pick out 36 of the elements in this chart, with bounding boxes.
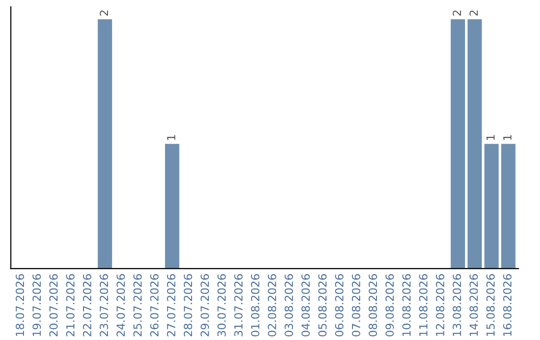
x-tick-label: 08.08.2026 xyxy=(368,274,378,336)
x-tick-label: 22.07.2026 xyxy=(82,274,92,336)
data-label: 1 xyxy=(167,135,176,140)
x-tick-label: 25.07.2026 xyxy=(133,274,142,336)
x-tick-label: 03.08.2026 xyxy=(284,274,294,336)
x-tick-label: 11.08.2026 xyxy=(419,274,428,336)
x-tick-label: 14.08.2026 xyxy=(470,274,478,336)
x-tick-label: 13.08.2026 xyxy=(452,274,462,336)
data-label: 1 xyxy=(486,135,495,140)
data-label: 2 xyxy=(452,10,461,16)
x-tick-label: 02.08.2026 xyxy=(268,274,276,336)
x-tick-label: 19.07.2026 xyxy=(32,274,41,336)
data-label: 1 xyxy=(503,135,512,140)
x-tick-label: 27.07.2026 xyxy=(166,274,176,336)
x-tick-label: 06.08.2026 xyxy=(335,274,344,336)
x-tick-label: 12.08.2026 xyxy=(436,274,444,336)
x-tick-label: 18.07.2026 xyxy=(16,274,24,336)
x-tick-label: 31.07.2026 xyxy=(234,274,243,336)
data-label: 2 xyxy=(100,10,108,16)
x-tick-label: 24.07.2026 xyxy=(116,274,125,336)
x-tick-label: 16.08.2026 xyxy=(503,274,512,336)
x-tick-label: 07.08.2026 xyxy=(352,274,360,336)
x-tick-label: 01.08.2026 xyxy=(251,274,260,336)
data-label: 2 xyxy=(470,10,478,16)
x-tick-label: 15.08.2026 xyxy=(486,274,495,336)
x-tick-label: 04.08.2026 xyxy=(301,274,310,336)
x-tick-label: 09.08.2026 xyxy=(385,274,394,336)
x-tick-label: 21.07.2026 xyxy=(66,274,75,336)
x-tick-label: 30.07.2026 xyxy=(217,274,226,336)
x-tick-label: 28.07.2026 xyxy=(184,274,192,336)
x-tick-label: 29.07.2026 xyxy=(200,274,209,336)
x-tick-label: 10.08.2026 xyxy=(402,274,411,336)
x-tick-label: 23.07.2026 xyxy=(100,274,108,336)
x-tick-label: 26.07.2026 xyxy=(150,274,159,336)
x-tick-label: 20.07.2026 xyxy=(49,274,58,336)
x-tick-label: 05.08.2026 xyxy=(318,274,327,336)
